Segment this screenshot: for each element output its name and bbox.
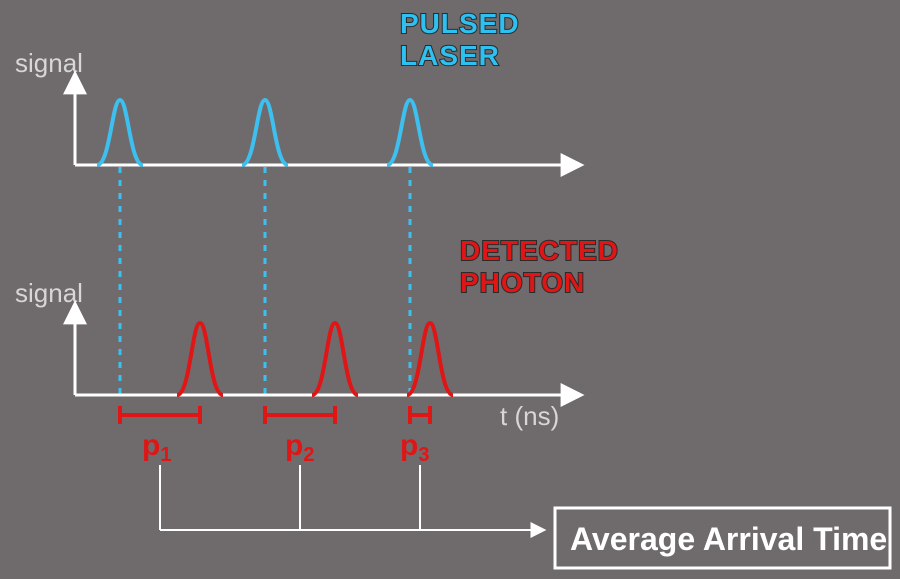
photon-pulses [177,323,453,395]
p2-label: p2 [285,429,314,466]
signal-label-bottom: signal [15,278,83,308]
diagram-canvas: PULSED LASER DETECTED PHOTON signal sign… [0,0,900,579]
pulsed-laser-label-2: LASER [400,40,500,71]
detected-photon-label-1: DETECTED [460,235,619,266]
p3-label: p3 [400,429,429,466]
signal-label-top: signal [15,48,83,78]
detected-photon-label-2: PHOTON [460,267,585,298]
laser-pulses [97,100,433,165]
interval-bars [120,406,430,424]
pulsed-laser-label-1: PULSED [400,8,520,39]
avg-bracket [160,465,540,530]
avg-arrival-text: Average Arrival Time [570,521,887,557]
t-axis-label: t (ns) [500,401,559,431]
dashed-guides [120,167,410,395]
p1-label: p1 [142,429,171,466]
